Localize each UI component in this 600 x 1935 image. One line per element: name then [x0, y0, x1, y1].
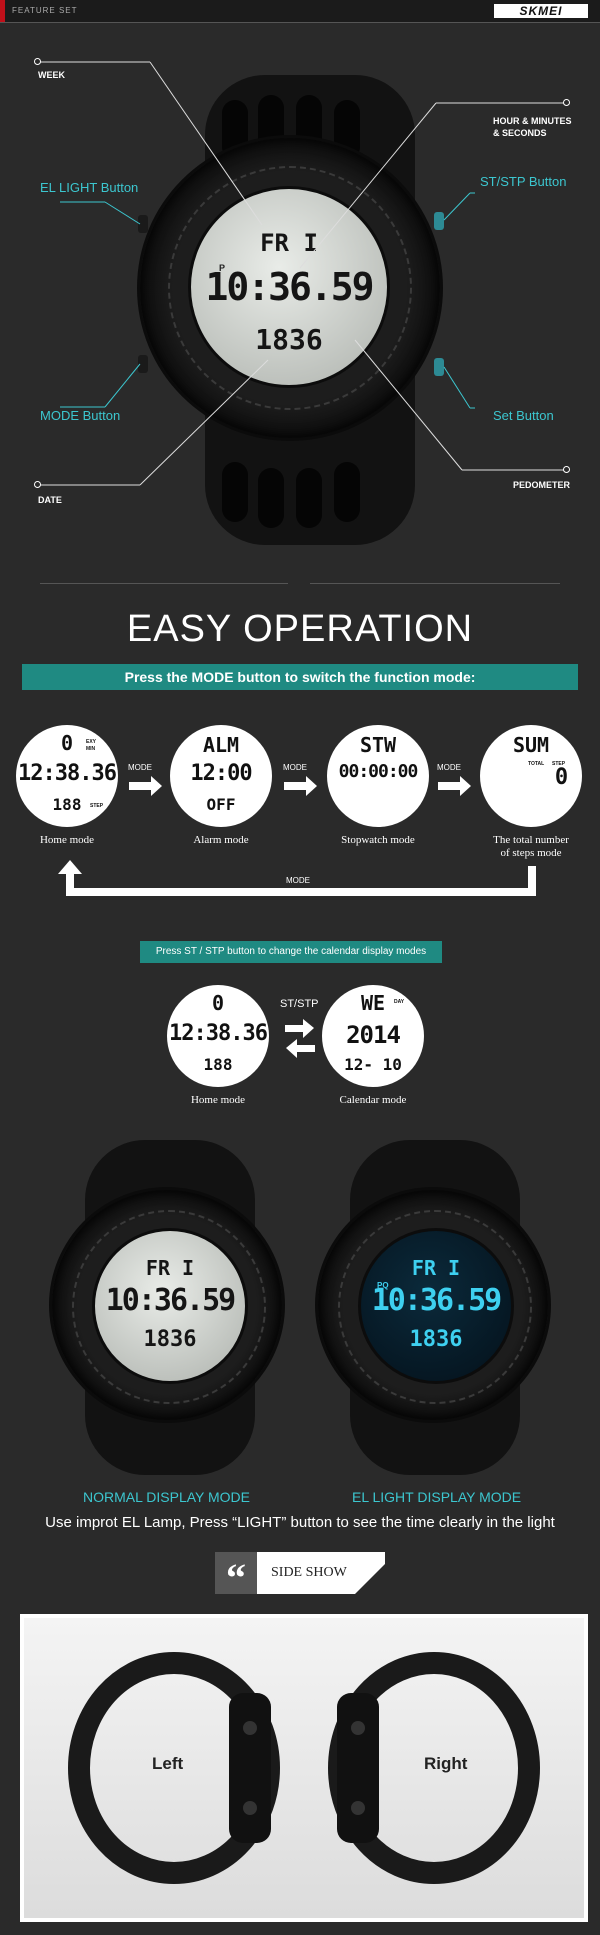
caption-calendar: Calendar mode	[339, 1094, 407, 1106]
callout-st-stp: ST/STP Button	[480, 174, 567, 189]
side-show-title: SIDE SHOW	[271, 1565, 347, 1580]
mode-bar: Press the MODE button to switch the func…	[22, 664, 578, 690]
callout-dot	[563, 99, 570, 106]
caption-alarm: Alarm mode	[193, 834, 249, 846]
caption-total: The total number	[493, 834, 569, 846]
right-label: Right	[424, 1754, 468, 1773]
mode-home: 0 EXY MIN 12:38.36 188 STEP	[16, 725, 118, 827]
callout-seconds: & SECONDS	[493, 128, 547, 138]
callout-hour: HOUR & MINUTES	[493, 116, 572, 126]
callout-lines	[38, 61, 567, 486]
cal-calendar: WE DAY 2014 12- 10	[322, 985, 424, 1087]
el-lamp-note: Use improt EL Lamp, Press “LIGHT” button…	[45, 1514, 555, 1531]
divider	[310, 583, 560, 584]
mode-alarm: ALM 12:00 OFF	[170, 725, 272, 827]
cal-arrows	[285, 1019, 315, 1058]
mode-arrows	[58, 776, 536, 896]
caption-home: Home mode	[39, 834, 95, 846]
callout-week: WEEK	[38, 70, 65, 80]
header-title: FEATURE SET	[12, 6, 78, 15]
divider	[40, 583, 288, 584]
caption-cal-home: Home mode	[190, 1094, 246, 1106]
mode-stopwatch: STW 00:00:00	[327, 725, 429, 827]
side-photo: Left Right	[20, 1614, 588, 1922]
display-time: 10:36.59	[205, 265, 374, 309]
callout-date: DATE	[38, 495, 62, 505]
header-accent	[0, 0, 5, 22]
callout-dot	[34, 58, 41, 65]
display-pm: P	[219, 263, 226, 273]
watch-display: FR I P 10:36.59 1836	[188, 186, 390, 388]
display-day: FR I	[260, 229, 318, 257]
arrow-label: MODE	[283, 763, 307, 772]
callout-dot	[563, 466, 570, 473]
corner-triangle-icon	[355, 1564, 385, 1594]
side-watches-graphic	[68, 1652, 540, 1884]
top-header: FEATURE SET SKMEI	[0, 0, 600, 23]
caption-stopwatch: Stopwatch mode	[341, 834, 415, 846]
callout-mode: MODE Button	[40, 408, 121, 423]
display-steps: 1836	[255, 323, 323, 356]
left-label: Left	[152, 1754, 184, 1773]
brand-logo: SKMEI	[494, 4, 588, 18]
side-show-banner: “ SIDE SHOW	[215, 1552, 385, 1600]
caption-total-2: of steps mode	[500, 847, 562, 859]
callout-set: Set Button	[493, 408, 554, 423]
callout-el-light: EL LIGHT Button	[40, 180, 139, 195]
arrow-label: MODE	[437, 763, 461, 772]
st-stp-bar: Press ST / STP button to change the cale…	[140, 941, 442, 963]
callout-pedometer: PEDOMETER	[513, 480, 571, 490]
callout-dot	[34, 481, 41, 488]
quote-icon: “	[215, 1552, 257, 1600]
normal-display-label: NORMAL DISPLAY MODE	[83, 1489, 251, 1505]
el-display-label: EL LIGHT DISPLAY MODE	[352, 1489, 522, 1505]
arrow-label: MODE	[128, 763, 152, 772]
arrow-label: MODE	[286, 876, 310, 885]
mode-total-steps: SUM TOTAL STEP 0	[480, 725, 582, 827]
cal-home: 0 12:38.36 188	[167, 985, 269, 1087]
easy-operation-title: EASY OPERATION	[126, 608, 474, 650]
st-stp-label: ST/STP	[280, 998, 319, 1010]
